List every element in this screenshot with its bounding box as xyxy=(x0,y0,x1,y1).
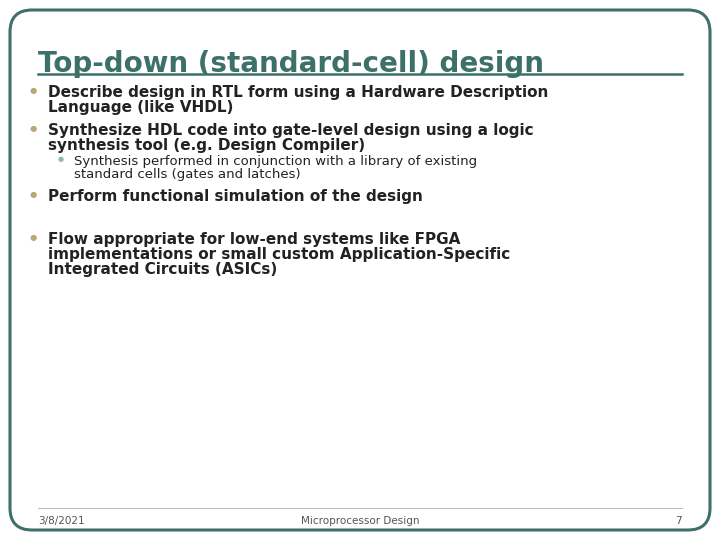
Text: Top-down (standard-cell) design: Top-down (standard-cell) design xyxy=(38,50,544,78)
Text: implementations or small custom Application-Specific: implementations or small custom Applicat… xyxy=(48,247,510,262)
Text: ●: ● xyxy=(30,233,37,242)
Text: standard cells (gates and latches): standard cells (gates and latches) xyxy=(74,168,301,181)
Text: ●: ● xyxy=(30,124,37,133)
Text: Flow appropriate for low-end systems like FPGA: Flow appropriate for low-end systems lik… xyxy=(48,232,460,247)
Text: Language (like VHDL): Language (like VHDL) xyxy=(48,100,233,115)
Text: Integrated Circuits (ASICs): Integrated Circuits (ASICs) xyxy=(48,262,277,277)
Text: 3/8/2021: 3/8/2021 xyxy=(38,516,85,526)
Text: Microprocessor Design: Microprocessor Design xyxy=(301,516,419,526)
FancyBboxPatch shape xyxy=(10,10,710,530)
Text: ●: ● xyxy=(30,190,37,199)
Text: synthesis tool (e.g. Design Compiler): synthesis tool (e.g. Design Compiler) xyxy=(48,138,365,153)
Text: Synthesize HDL code into gate-level design using a logic: Synthesize HDL code into gate-level desi… xyxy=(48,123,534,138)
Text: 7: 7 xyxy=(675,516,682,526)
Text: Perform functional simulation of the design: Perform functional simulation of the des… xyxy=(48,189,423,204)
Text: Describe design in RTL form using a Hardware Description: Describe design in RTL form using a Hard… xyxy=(48,85,549,100)
Text: Synthesis performed in conjunction with a library of existing: Synthesis performed in conjunction with … xyxy=(74,155,477,168)
Text: ●: ● xyxy=(30,86,37,95)
Text: ●: ● xyxy=(58,156,64,162)
